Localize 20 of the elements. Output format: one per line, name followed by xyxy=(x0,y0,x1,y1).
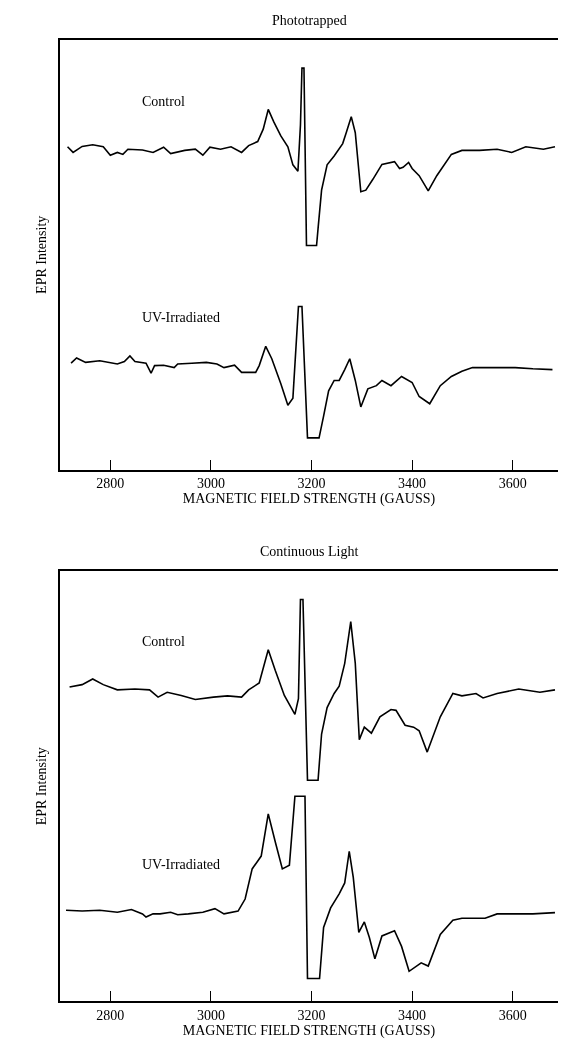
x-tick-label: 3400 xyxy=(398,476,427,492)
x-tick-label: 3200 xyxy=(297,476,326,492)
x-tick-label: 3000 xyxy=(196,1007,225,1023)
x-tick-label: 3600 xyxy=(498,476,527,492)
x-tick-label: 2800 xyxy=(96,476,125,492)
y-axis-title: EPR Intensity xyxy=(34,747,50,826)
x-tick-label: 3400 xyxy=(398,1007,427,1023)
text: UV-Irradiated xyxy=(142,857,221,872)
text: Control xyxy=(142,634,185,649)
text: UV-Irradiated xyxy=(142,310,221,325)
y-axis-title: EPR Intensity xyxy=(34,215,50,294)
chart-title: Continuous Light xyxy=(260,544,359,559)
text: Control xyxy=(142,94,185,109)
x-tick-label: 3200 xyxy=(297,1007,326,1023)
x-tick-label: 2800 xyxy=(96,1007,125,1023)
chart-title: Phototrapped xyxy=(272,13,347,28)
x-axis-title: MAGNETIC FIELD STRENGTH (GAUSS) xyxy=(182,1022,436,1039)
x-axis-title: MAGNETIC FIELD STRENGTH (GAUSS) xyxy=(182,491,436,508)
x-tick-label: 3600 xyxy=(498,1007,527,1023)
x-tick-label: 3000 xyxy=(196,476,225,492)
